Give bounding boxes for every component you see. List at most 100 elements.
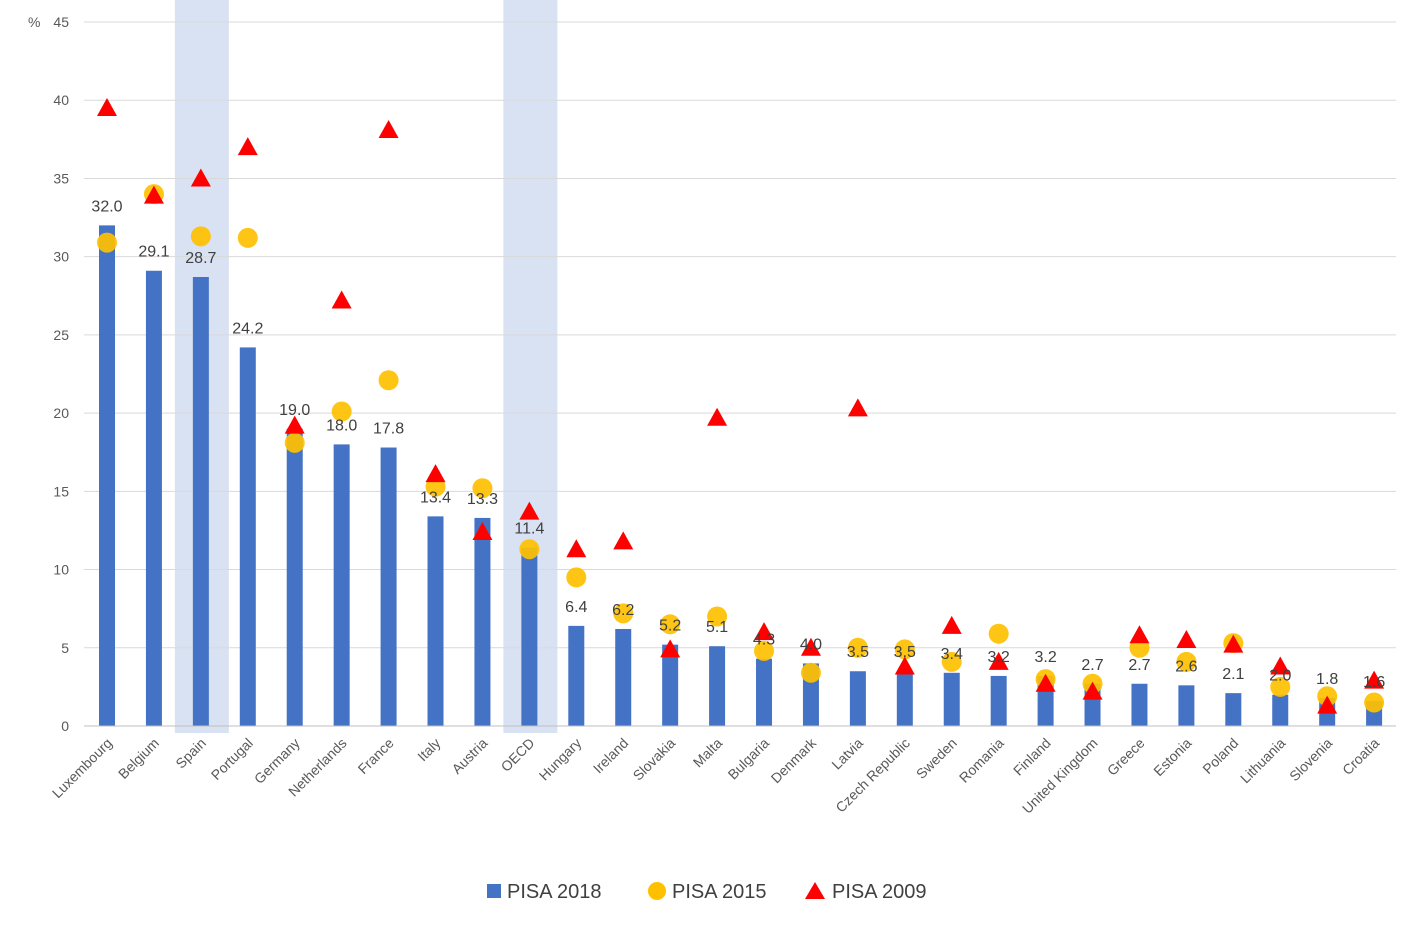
data-label-sweden: 3.4	[941, 646, 963, 663]
x-tick-label-slovakia: Slovakia	[630, 735, 679, 784]
data-label-romania: 3.2	[988, 649, 1010, 666]
y-tick-label: 40	[53, 92, 69, 108]
bar-czech-republic	[896, 671, 913, 726]
x-tick-label-slovenia: Slovenia	[1286, 735, 1335, 784]
x-tick-label-france: France	[355, 735, 397, 777]
bar-austria	[474, 517, 491, 726]
x-tick-label-portugal: Portugal	[208, 735, 256, 783]
marker-2015-germany	[284, 432, 305, 453]
data-label-portugal: 24.2	[232, 320, 263, 337]
marker-2009-united-kingdom	[1082, 681, 1103, 700]
marker-2009-belgium	[143, 185, 164, 204]
x-axis: Luxembourg Belgium SpainPortugalGermanyNet…	[49, 725, 1396, 817]
x-tick-label-poland: Poland	[1199, 735, 1241, 777]
data-label-oecd: 11.4	[514, 521, 544, 538]
marker-2015-netherlands	[331, 401, 352, 422]
data-label-spain: 28.7	[185, 250, 216, 267]
marker-2015-oecd	[519, 539, 540, 560]
y-tick-label: 10	[53, 562, 69, 578]
marker-2009-italy	[425, 464, 446, 483]
bar-lithuania	[1272, 694, 1289, 726]
highlight-layer	[174, 0, 558, 733]
marker-2009-slovenia	[1317, 695, 1338, 714]
y-axis-label: %	[28, 14, 40, 30]
marker-2015-spain	[190, 226, 211, 247]
bar-oecd	[521, 547, 538, 726]
legend: PISA 2018 PISA 2015 PISA 2009	[487, 881, 927, 903]
marker-2009-lithuania	[1270, 656, 1291, 675]
marker-2015-luxembourg	[97, 232, 117, 253]
marker-2015-slovakia	[660, 614, 681, 635]
x-tick-label-spain: Spain	[172, 735, 209, 772]
bar-poland	[1225, 693, 1242, 726]
bar-luxembourg	[99, 225, 115, 726]
bar-estonia	[1178, 685, 1195, 726]
marker-2009-malta	[707, 407, 728, 426]
x-tick-label-malta: Malta	[690, 735, 726, 771]
data-label-poland: 2.1	[1222, 666, 1244, 683]
bar-hungary	[568, 625, 585, 726]
marker-2009-portugal	[237, 137, 258, 156]
legend-item-pisa-2015: PISA 2015	[648, 881, 767, 903]
marker-2009-estonia	[1176, 629, 1197, 648]
marker-2015-croatia	[1364, 692, 1385, 713]
marker-2009-ireland	[613, 531, 634, 550]
bar-romania	[990, 675, 1007, 726]
marker-2015-portugal	[237, 227, 258, 248]
legend-label: PISA 2015	[672, 881, 767, 903]
data-label-estonia: 2.6	[1175, 658, 1197, 675]
bar-greece	[1131, 683, 1148, 726]
data-label-ireland: 6.2	[612, 602, 634, 619]
data-label-belgium: 29.1	[138, 244, 169, 261]
y-tick-label: 15	[53, 483, 69, 499]
legend-item-pisa-2009: PISA 2009	[805, 881, 927, 903]
marker-2015-estonia	[1176, 651, 1197, 672]
marker-2009-romania	[988, 651, 1009, 670]
marker-2015-bulgaria	[754, 640, 775, 661]
marker-2009-czech-republic	[894, 656, 915, 675]
marker-2015-ireland	[613, 603, 634, 624]
legend-swatch-bar	[487, 884, 501, 898]
data-label-denmark: 4.0	[800, 636, 822, 653]
x-tick-label-ireland: Ireland	[590, 735, 632, 777]
data-label-united-kingdom: 2.7	[1081, 657, 1103, 674]
x-tick-label-italy: Italy	[414, 735, 443, 764]
bar-germany	[286, 428, 303, 726]
x-tick-label-denmark: Denmark	[768, 734, 820, 786]
bar-portugal	[239, 347, 256, 726]
marker-2009-bulgaria	[754, 622, 775, 641]
bar-netherlands	[333, 444, 350, 726]
marker-2009-germany	[284, 415, 305, 434]
legend-label: PISA 2009	[832, 881, 927, 903]
x-tick-label-greece: Greece	[1104, 735, 1148, 779]
bar-sweden	[943, 672, 960, 726]
y-tick-label: 45	[53, 14, 69, 30]
x-tick-label-sweden: Sweden	[913, 735, 960, 782]
data-label-latvia: 3.5	[847, 644, 869, 661]
data-label-germany: 19.0	[279, 402, 310, 419]
data-label-hungary: 6.4	[565, 599, 587, 616]
bar-slovakia	[662, 644, 679, 726]
x-tick-label-belgium: Belgium	[115, 735, 162, 782]
bar-spain	[192, 277, 209, 726]
y-axis: % 0 5 10 15 20 25 30 35 40 45	[28, 14, 69, 734]
marker-2009-greece	[1129, 625, 1150, 644]
data-label-croatia: 1.6	[1363, 674, 1385, 691]
legend-swatch-triangle	[805, 882, 825, 899]
x-tick-label-romania: Romania	[956, 735, 1007, 786]
marker-2009-slovakia	[660, 639, 681, 658]
y-tick-label: 25	[53, 327, 69, 343]
markers-pisa-2009	[97, 98, 1385, 714]
marker-2015-hungary	[566, 567, 587, 588]
y-tick-label: 20	[53, 405, 69, 421]
data-label-slovakia: 5.2	[659, 618, 681, 635]
data-label-lithuania: 2.0	[1269, 668, 1291, 685]
bar-ireland	[615, 629, 632, 726]
marker-2015-france	[378, 370, 399, 391]
marker-2009-oecd	[519, 501, 540, 520]
data-label-austria: 13.3	[467, 491, 498, 508]
data-labels: 32.0 29.1 28.7 24.2 19.0 18.0 17.8 13.4 13.3 11.4…	[91, 198, 1385, 691]
marker-2015-sweden	[941, 651, 962, 672]
x-tick-label-lithuania: Lithuania	[1237, 735, 1289, 787]
